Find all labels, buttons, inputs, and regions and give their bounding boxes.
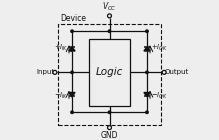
Polygon shape (69, 93, 75, 96)
Text: GND: GND (101, 131, 118, 140)
Circle shape (71, 30, 73, 32)
Text: Output: Output (165, 69, 189, 75)
Circle shape (146, 71, 148, 74)
Text: $+I_{OK}$: $+I_{OK}$ (151, 43, 167, 53)
Polygon shape (144, 47, 150, 51)
Circle shape (108, 111, 111, 114)
Circle shape (146, 111, 148, 114)
Polygon shape (144, 93, 150, 96)
Circle shape (71, 71, 73, 74)
Circle shape (146, 30, 148, 32)
Bar (58, 24, 161, 125)
Text: $-I_{IK}$: $-I_{IK}$ (54, 91, 68, 101)
Circle shape (71, 111, 73, 114)
Text: $-I_{OK}$: $-I_{OK}$ (151, 91, 167, 101)
Text: $V_{CC}$: $V_{CC}$ (102, 0, 117, 13)
Circle shape (108, 30, 111, 32)
Polygon shape (69, 47, 75, 51)
Bar (89, 39, 130, 106)
Circle shape (108, 14, 111, 18)
Text: Input: Input (36, 69, 54, 75)
Text: Logic: Logic (96, 67, 123, 77)
Circle shape (53, 70, 57, 74)
Text: $+I_{IK}$: $+I_{IK}$ (54, 43, 68, 53)
Circle shape (162, 70, 166, 74)
Text: Device: Device (60, 14, 86, 23)
Circle shape (108, 126, 111, 130)
